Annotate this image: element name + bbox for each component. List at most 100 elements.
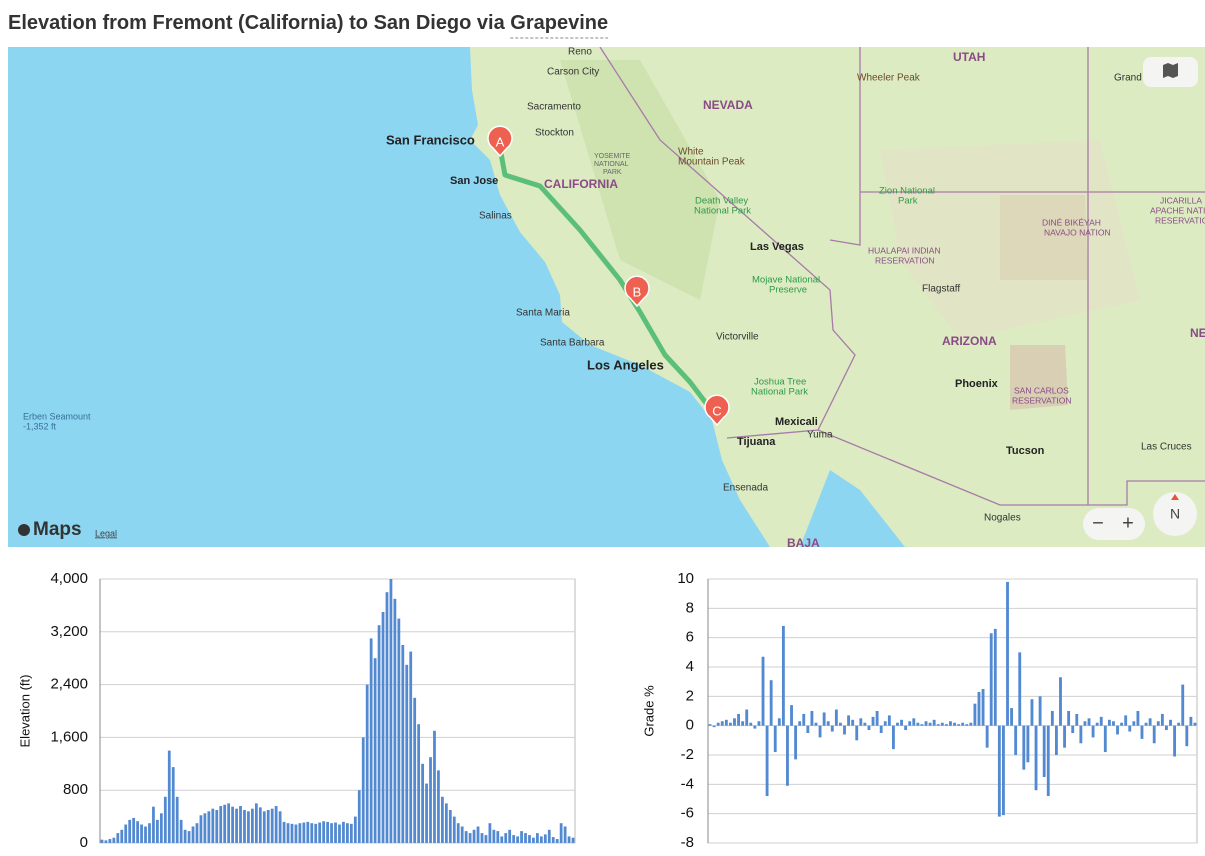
bar [936,724,940,726]
map-label: Sacramento [527,102,581,113]
y-tick-label: 1,600 [50,728,88,745]
map-label: DINÉ BIKÉYAH [1042,217,1101,227]
y-tick-label: 2,400 [50,676,88,693]
y-tick-label: 6 [686,629,694,646]
bar [1050,711,1054,726]
bar [1034,725,1038,791]
bar [1038,696,1042,726]
bar [769,680,773,726]
bar [393,598,397,843]
bar [239,806,242,843]
title-link[interactable]: Grapevine [510,12,608,34]
bar [437,770,440,843]
bar [1002,725,1005,816]
bar [712,725,716,728]
bar [132,817,136,843]
compass[interactable] [1153,492,1197,536]
bar [904,725,908,731]
bar [814,722,818,726]
bar [973,703,977,726]
bar [745,709,749,726]
legal-link[interactable]: Legal [95,528,117,538]
bar [1087,718,1091,726]
map-label: White [678,147,704,158]
map-label: YOSEMITE [594,153,631,160]
bar [112,837,116,843]
marker-label: A [496,134,505,149]
bar [235,808,238,843]
bar [798,721,802,726]
bar [539,836,543,843]
bar [373,658,377,843]
zoom-in[interactable]: + [1122,512,1134,534]
bar [1006,581,1009,726]
y-tick-label: 3,200 [50,623,88,640]
bar [199,815,203,843]
y-axis-label: Elevation (ft) [17,675,32,748]
map-label: PARK [603,169,622,176]
route [497,147,717,417]
map-label: Tijuana [737,436,776,448]
bar [981,689,985,726]
map[interactable]: Reno Carson City Sacramento Stockton San Fra… [8,47,1205,551]
bar [444,803,448,843]
zoom-out[interactable]: − [1092,512,1104,534]
bar [1079,725,1083,744]
bar [1173,725,1177,757]
bar [863,722,867,726]
bar [413,697,417,843]
bar [381,612,385,843]
bar [532,837,535,843]
zoom-control [1083,508,1145,540]
bar [243,810,246,843]
bar [818,725,822,738]
bar [1103,725,1107,753]
bar [159,813,163,843]
bar [806,725,810,733]
bar [724,719,728,726]
bar [741,721,745,726]
bar [480,833,484,843]
bar [1054,725,1058,755]
bar [997,725,1001,817]
map-label: NEVADA [703,98,753,112]
bar [524,833,527,843]
bar [883,721,887,726]
compass-label: N [1170,506,1180,522]
bar [1071,725,1075,733]
bar [302,822,306,843]
bar [365,684,369,843]
bar [298,823,302,843]
y-tick-label: 10 [677,570,694,587]
bar [843,725,846,735]
y-tick-label: 800 [63,781,88,798]
map-label: San Francisco [386,132,475,147]
bar [441,796,444,843]
map-label: Los Angeles [587,357,664,372]
bar [567,836,571,843]
plot-area [99,578,576,844]
bar [452,816,456,843]
y-tick-label: -6 [681,805,694,822]
y-tick-label: 0 [686,717,694,734]
bar [944,724,948,726]
bar [120,829,124,843]
bar [211,808,215,843]
bar [1026,725,1030,763]
bar [504,833,508,843]
bar [282,821,286,843]
bar [839,722,842,726]
bar [1160,713,1164,726]
bar [346,823,349,843]
map-label: RESERVATION [1012,395,1072,405]
bar [369,638,373,843]
bar [786,725,789,786]
bar [928,722,932,726]
bar [361,737,365,843]
bar [1140,725,1144,739]
bar [794,725,798,760]
bar [207,811,211,843]
map-label: Santa Barbara [540,338,605,349]
route-markers: A B C [487,125,730,427]
charts: 0 800 1,600 2,400 3,200 4,000 Elevation (ft) -8… [17,570,1198,851]
